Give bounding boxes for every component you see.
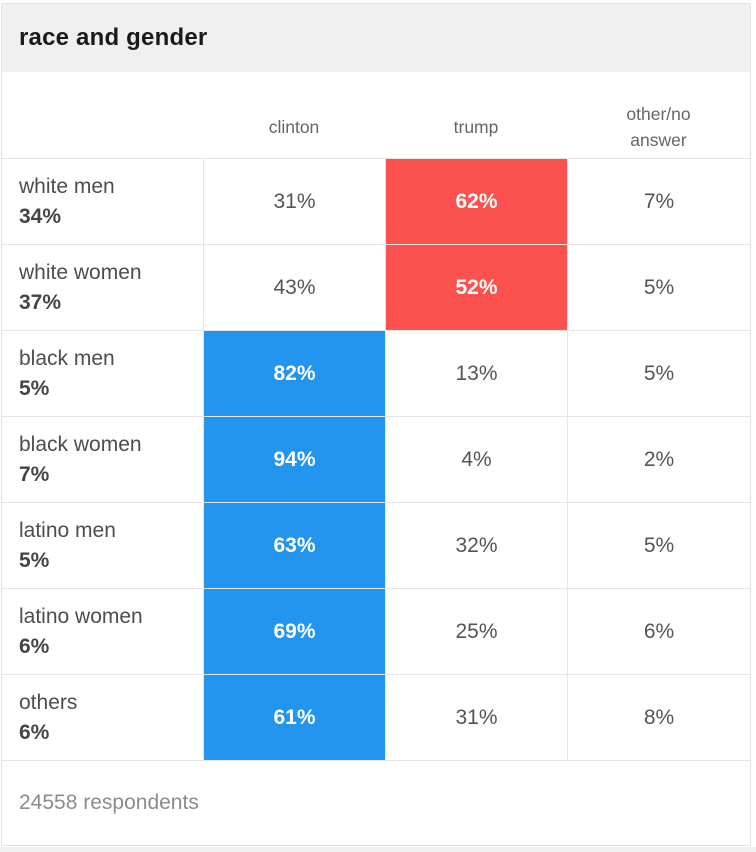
cell-trump: 4% bbox=[385, 417, 567, 502]
cell-trump: 25% bbox=[385, 589, 567, 674]
column-header-clinton: clinton bbox=[268, 117, 320, 137]
row-group-name: white men bbox=[19, 174, 115, 198]
table-row: others 6% 61% 31% 8% bbox=[2, 674, 750, 760]
cell-clinton: 69% bbox=[203, 589, 385, 674]
table-row: black women 7% 94% 4% 2% bbox=[2, 416, 750, 502]
row-label: white men 34% bbox=[2, 159, 203, 244]
cell-clinton: 43% bbox=[203, 245, 385, 330]
row-group-name: white women bbox=[19, 260, 142, 284]
column-header-spacer bbox=[2, 72, 203, 158]
table-row: white women 37% 43% 52% 5% bbox=[2, 244, 750, 330]
cell-other: 5% bbox=[567, 503, 750, 588]
table-row: black men 5% 82% 13% 5% bbox=[2, 330, 750, 416]
row-group-share: 7% bbox=[19, 462, 50, 486]
row-group-share: 37% bbox=[19, 290, 62, 314]
column-header-trump: trump bbox=[453, 117, 499, 137]
cell-trump: 52% bbox=[385, 245, 567, 330]
cell-other: 6% bbox=[567, 589, 750, 674]
row-group-name: black women bbox=[19, 432, 142, 456]
row-label: latino men 5% bbox=[2, 503, 203, 588]
cell-clinton: 63% bbox=[203, 503, 385, 588]
column-header-row: clinton trump other/no answer bbox=[2, 72, 750, 158]
cell-trump: 32% bbox=[385, 503, 567, 588]
cell-trump: 31% bbox=[385, 675, 567, 760]
row-label: white women 37% bbox=[2, 245, 203, 330]
row-group-name: latino men bbox=[19, 518, 116, 542]
cell-clinton: 61% bbox=[203, 675, 385, 760]
table-row: latino women 6% 69% 25% 6% bbox=[2, 588, 750, 674]
cell-clinton: 31% bbox=[203, 159, 385, 244]
cell-trump: 62% bbox=[385, 159, 567, 244]
row-group-name: latino women bbox=[19, 604, 143, 628]
table-row: latino men 5% 63% 32% 5% bbox=[2, 502, 750, 588]
cell-other: 7% bbox=[567, 159, 750, 244]
cell-other: 5% bbox=[567, 331, 750, 416]
row-group-share: 5% bbox=[19, 376, 50, 400]
card-header: race and gender bbox=[2, 4, 750, 72]
row-group-name: others bbox=[19, 690, 78, 714]
page-title: race and gender bbox=[19, 24, 208, 51]
row-group-share: 6% bbox=[19, 720, 50, 744]
respondents-count: 24558 respondents bbox=[19, 791, 199, 814]
row-label: black women 7% bbox=[2, 417, 203, 502]
row-label: latino women 6% bbox=[2, 589, 203, 674]
row-group-share: 6% bbox=[19, 634, 50, 658]
cell-trump: 13% bbox=[385, 331, 567, 416]
page-bottom-divider bbox=[0, 847, 756, 852]
cell-other: 5% bbox=[567, 245, 750, 330]
cell-other: 2% bbox=[567, 417, 750, 502]
cell-clinton: 82% bbox=[203, 331, 385, 416]
table-row: white men 34% 31% 62% 7% bbox=[2, 158, 750, 244]
cell-clinton: 94% bbox=[203, 417, 385, 502]
row-group-share: 34% bbox=[19, 204, 62, 228]
exit-poll-card: race and gender clinton trump other/no a… bbox=[1, 3, 751, 846]
column-header-other: other/no answer bbox=[626, 104, 691, 150]
row-group-name: black men bbox=[19, 346, 115, 370]
row-label: others 6% bbox=[2, 675, 203, 760]
row-group-share: 5% bbox=[19, 548, 50, 572]
cell-other: 8% bbox=[567, 675, 750, 760]
row-label: black men 5% bbox=[2, 331, 203, 416]
respondents-footer: 24558 respondents bbox=[2, 760, 750, 845]
